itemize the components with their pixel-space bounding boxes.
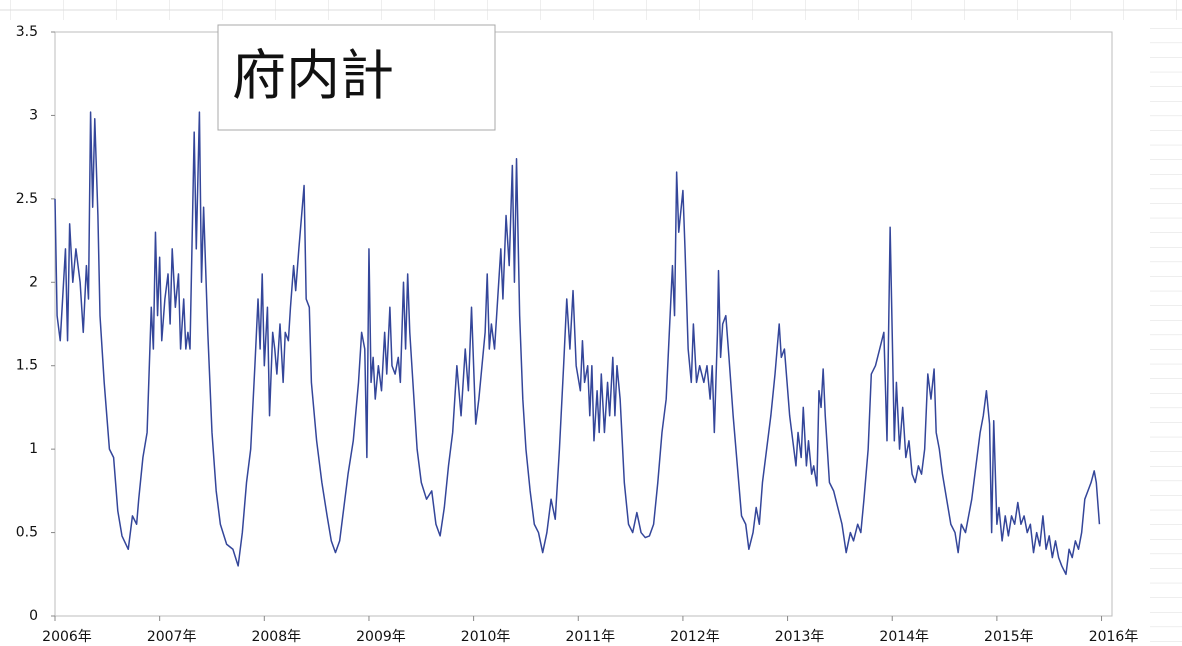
x-tick-label: 2012年: [670, 629, 720, 645]
x-tick-label: 2006年: [42, 629, 92, 645]
x-tick-label: 2013年: [775, 629, 825, 645]
x-tick-label: 2010年: [461, 629, 511, 645]
data-line: [54, 111, 1101, 576]
x-tick-label: 2008年: [251, 629, 301, 645]
x-tick-label: 2016年: [1089, 629, 1139, 645]
x-tick-label: 2007年: [147, 629, 197, 645]
y-tick-label: 1: [29, 441, 38, 457]
title-box: [217, 24, 496, 131]
y-tick-label: 3.5: [16, 24, 38, 40]
y-tick-label: 0: [29, 608, 38, 624]
chart-title: 府内計: [232, 44, 394, 107]
x-tick-label: 2009年: [356, 629, 406, 645]
y-tick-label: 1.5: [16, 358, 38, 374]
y-tick-label: 2.5: [16, 191, 38, 207]
x-tick-label: 2014年: [879, 629, 929, 645]
y-tick-label: 2: [29, 274, 38, 290]
y-tick-label: 0.5: [16, 525, 38, 541]
y-tick-label: 3: [29, 107, 38, 123]
x-tick-label: 2011年: [565, 629, 615, 645]
sheet-rows: [1150, 28, 1182, 646]
x-tick-label: 2015年: [984, 629, 1034, 645]
